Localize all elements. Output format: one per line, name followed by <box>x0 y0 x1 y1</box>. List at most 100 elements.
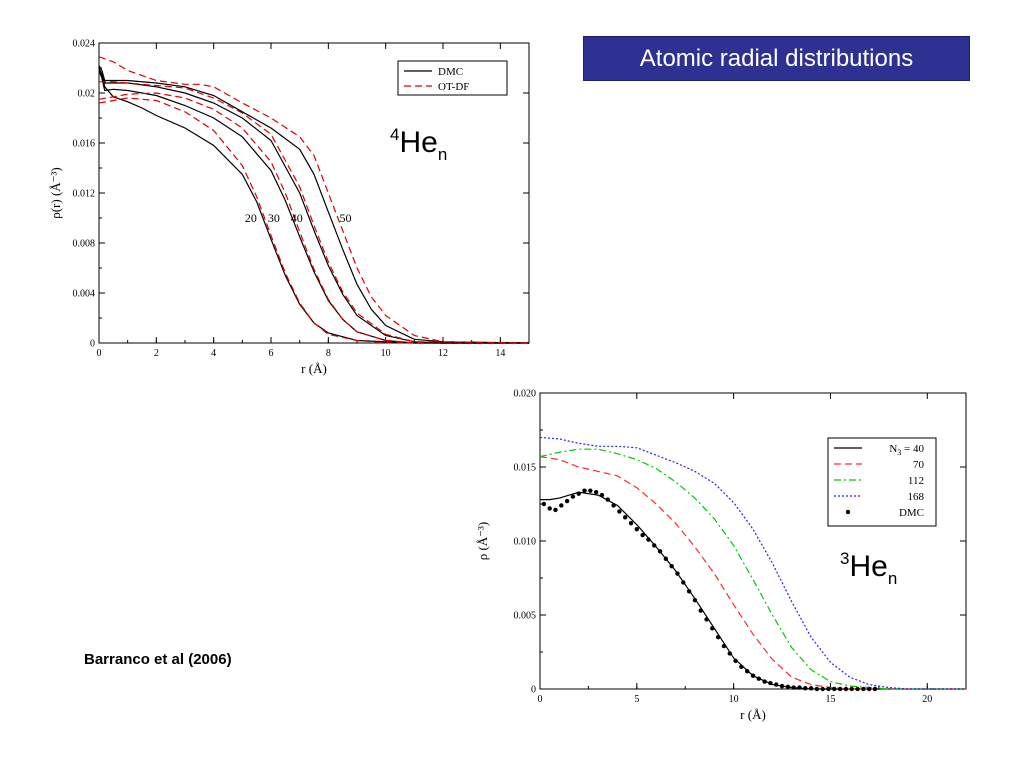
x-tick-label: 10 <box>729 694 739 705</box>
he4-label-base: He <box>399 126 437 159</box>
series-group <box>98 56 530 344</box>
dmc-point <box>843 686 849 692</box>
y-tick-label: 0.02 <box>78 89 96 100</box>
dmc-point <box>866 686 872 692</box>
y-tick-label: 0.020 <box>514 389 537 400</box>
dmc-point <box>692 598 698 603</box>
x-axis-label: r (Å) <box>740 707 766 722</box>
dmc-point <box>721 643 727 649</box>
dmc-point <box>686 589 692 594</box>
series-line-otdf-20 <box>98 97 529 344</box>
dmc-point <box>832 686 837 692</box>
legend-label-ot-df: OT-DF <box>438 81 469 93</box>
dmc-point <box>803 686 808 691</box>
dmc-point <box>797 685 802 690</box>
curve-labels: 20 30 40 50 <box>245 211 352 225</box>
y-tick-label: 0.005 <box>514 611 537 622</box>
dmc-point <box>593 489 599 495</box>
dmc-point <box>779 683 785 689</box>
legend-swatch-dmc <box>845 509 851 515</box>
dmc-point <box>657 549 663 554</box>
x-tick-label: 2 <box>154 348 159 359</box>
dmc-point <box>605 497 610 502</box>
y-tick-label: 0.012 <box>73 189 96 200</box>
plot-frame <box>539 392 967 690</box>
curve-label: 40 <box>291 211 303 225</box>
series-line-otdf-30 <box>98 92 529 344</box>
dmc-point <box>861 686 866 692</box>
dmc-point <box>872 686 878 692</box>
y-tick-label: 0.008 <box>73 239 96 250</box>
dmc-point <box>652 543 657 548</box>
legend-label-dmc: DMC <box>899 507 924 519</box>
he4-label-sub: n <box>438 145 447 164</box>
dmc-point <box>750 673 756 678</box>
dmc-point <box>576 491 581 496</box>
y-tick-label: 0 <box>90 339 95 350</box>
dmc-point <box>669 563 674 569</box>
dmc-point <box>570 494 576 499</box>
x-tick-label: 12 <box>438 348 448 359</box>
x-tick-label: 14 <box>495 348 505 359</box>
legend-label-70: 70 <box>913 459 925 471</box>
x-axis-label: r (Å) <box>301 361 327 376</box>
y-axis-label: ρ (Å⁻³) <box>475 522 490 561</box>
y-tick-label: 0.010 <box>514 537 537 548</box>
dmc-point <box>698 608 703 613</box>
dmc-point <box>640 532 645 538</box>
x-tick-label: 0 <box>97 348 102 359</box>
dmc-point <box>762 679 767 684</box>
legend-label-dmc: DMC <box>438 66 463 78</box>
slide-title: Atomic radial distributions <box>583 36 970 81</box>
dmc-point <box>837 686 843 692</box>
dmc-point <box>727 651 732 656</box>
dmc-point <box>733 658 738 664</box>
dmc-point <box>785 684 791 689</box>
dmc-point <box>814 686 820 692</box>
dmc-point <box>791 685 796 690</box>
x-tick-label: 6 <box>269 348 274 359</box>
dmc-point <box>826 686 831 692</box>
legend-box <box>397 60 508 96</box>
dmc-point <box>553 507 558 513</box>
dmc-point <box>547 506 552 511</box>
series-line-otdf-40 <box>99 81 530 344</box>
series-line-otdf-50 <box>98 56 530 344</box>
dmc-point <box>588 488 593 493</box>
y-tick-label: 0 <box>531 685 536 696</box>
legend: N3 = 40 70 112 168 DMC <box>827 437 937 527</box>
dmc-point <box>675 571 680 576</box>
y-tick-label: 0.004 <box>73 289 96 300</box>
dmc-point <box>541 501 547 507</box>
dmc-point <box>756 676 762 681</box>
dmc-point <box>849 686 854 692</box>
series-group <box>539 436 966 692</box>
x-tick-label: 10 <box>381 348 391 359</box>
legend-label-168: 168 <box>908 491 925 503</box>
dmc-point <box>715 635 721 640</box>
series-line-n-168 <box>539 436 966 690</box>
dmc-point <box>599 492 605 498</box>
dmc-point <box>646 537 651 542</box>
he3-label-sub: n <box>888 569 897 588</box>
he3-label-sup: 3 <box>840 549 849 568</box>
legend-label-n: N3 = 40 <box>889 443 924 457</box>
dmc-point <box>617 509 622 514</box>
dmc-point <box>704 617 709 622</box>
dmc-point <box>663 556 669 561</box>
dmc-point <box>855 686 860 692</box>
legend: DMC OT-DF <box>397 60 508 96</box>
series-line-dmc-50 <box>98 65 530 344</box>
y-tick-label: 0.015 <box>514 463 537 474</box>
dmc-point <box>744 669 750 674</box>
curve-label: 30 <box>268 211 280 225</box>
he4-label-sup: 4 <box>390 125 399 144</box>
curve-label: 20 <box>245 211 257 225</box>
series-line-n-112 <box>539 448 966 690</box>
y-axis-label: ρ(r) (Å⁻³) <box>48 167 63 219</box>
series-line-n-70 <box>539 456 966 690</box>
x-tick-label: 20 <box>922 694 932 705</box>
x-tick-label: 4 <box>211 348 216 359</box>
